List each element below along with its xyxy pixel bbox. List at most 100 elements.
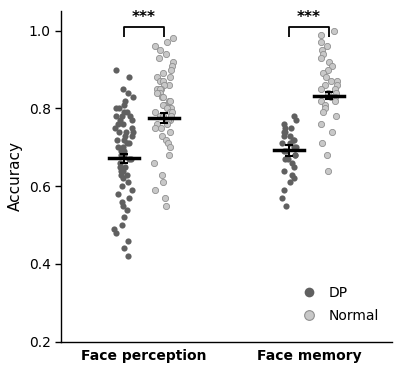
Point: [169, 109, 176, 115]
Point: [152, 187, 158, 193]
Point: [166, 98, 172, 104]
Point: [318, 47, 325, 53]
Point: [291, 137, 298, 142]
Point: [121, 137, 128, 142]
Point: [324, 66, 331, 72]
Point: [111, 226, 118, 232]
Point: [164, 105, 170, 111]
Point: [127, 156, 134, 162]
Point: [160, 113, 166, 119]
Point: [290, 175, 297, 181]
Point: [113, 230, 119, 236]
Point: [154, 121, 160, 127]
Point: [164, 121, 170, 127]
Point: [157, 78, 163, 84]
Point: [160, 179, 166, 185]
Point: [325, 90, 332, 96]
Point: [156, 113, 163, 119]
Point: [281, 148, 288, 154]
Point: [129, 125, 136, 131]
Point: [280, 121, 287, 127]
Point: [282, 125, 288, 131]
Point: [126, 141, 132, 147]
Point: [290, 144, 297, 150]
Point: [152, 109, 158, 115]
Point: [114, 191, 121, 197]
Point: [157, 47, 163, 53]
Point: [165, 141, 172, 147]
Point: [166, 152, 172, 158]
Point: [282, 156, 288, 162]
Point: [326, 59, 333, 65]
Point: [157, 86, 164, 92]
Point: [125, 90, 132, 96]
Point: [279, 195, 286, 201]
Point: [119, 222, 126, 228]
Point: [322, 102, 328, 108]
Point: [162, 195, 168, 201]
Point: [324, 43, 330, 49]
Legend: DP, Normal: DP, Normal: [290, 281, 385, 328]
Point: [281, 168, 288, 174]
Point: [112, 105, 119, 111]
Point: [123, 129, 129, 135]
Point: [332, 98, 338, 104]
Point: [327, 78, 334, 84]
Point: [165, 117, 171, 123]
Point: [281, 133, 288, 139]
Point: [122, 133, 128, 139]
Point: [286, 141, 293, 147]
Point: [318, 141, 325, 147]
Point: [118, 168, 124, 174]
Point: [112, 66, 119, 72]
Point: [117, 117, 123, 123]
Point: [129, 117, 135, 123]
Point: [120, 168, 126, 174]
Point: [332, 94, 338, 100]
Point: [159, 171, 166, 177]
Point: [120, 86, 126, 92]
Point: [324, 168, 331, 174]
Point: [165, 82, 172, 88]
Point: [323, 74, 329, 80]
Point: [281, 187, 287, 193]
Point: [121, 246, 128, 252]
Point: [280, 129, 287, 135]
Point: [290, 137, 296, 142]
Point: [115, 144, 122, 150]
Point: [332, 86, 338, 92]
Point: [166, 117, 173, 123]
Point: [130, 94, 136, 100]
Point: [291, 113, 297, 119]
Point: [129, 187, 135, 193]
Point: [166, 98, 173, 104]
Point: [288, 125, 295, 131]
Point: [166, 109, 173, 115]
Point: [167, 74, 174, 80]
Point: [116, 105, 123, 111]
Point: [167, 144, 173, 150]
Point: [125, 238, 131, 244]
Point: [116, 129, 122, 135]
Point: [291, 164, 298, 170]
Point: [167, 66, 174, 72]
Point: [122, 164, 128, 170]
Point: [116, 164, 123, 170]
Point: [285, 156, 292, 162]
Point: [293, 144, 299, 150]
Point: [163, 203, 169, 209]
Point: [119, 199, 126, 205]
Point: [157, 90, 163, 96]
Point: [292, 117, 299, 123]
Point: [118, 113, 125, 119]
Point: [151, 160, 158, 166]
Point: [282, 129, 288, 135]
Point: [118, 171, 125, 177]
Point: [126, 195, 132, 201]
Point: [118, 148, 125, 154]
Point: [319, 109, 326, 115]
Point: [168, 113, 174, 119]
Point: [161, 102, 168, 108]
Point: [121, 214, 128, 220]
Point: [114, 137, 120, 142]
